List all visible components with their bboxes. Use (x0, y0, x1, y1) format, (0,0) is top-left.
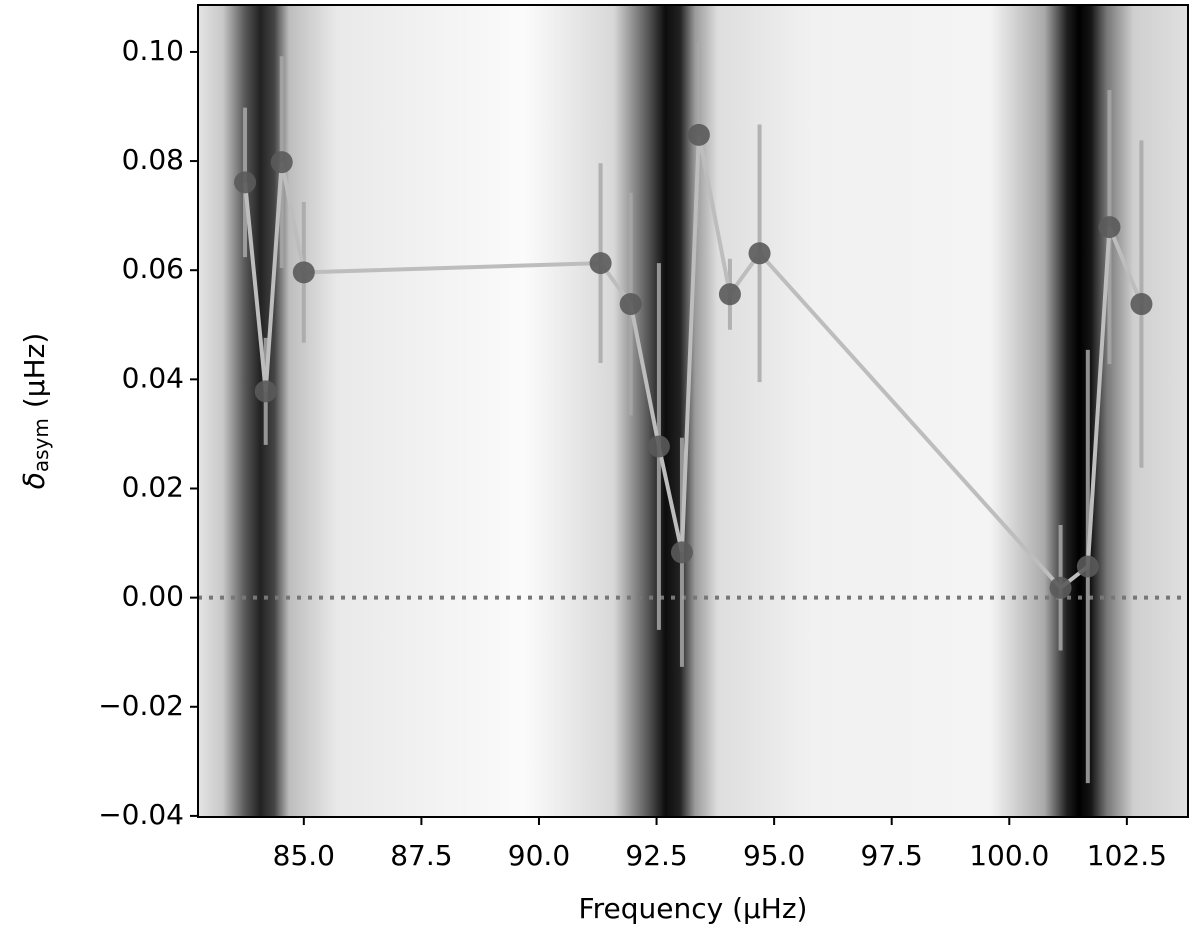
y-label-subscript: asym (29, 418, 53, 472)
data-point (234, 171, 257, 194)
data-point (670, 541, 693, 564)
data-point (254, 380, 277, 403)
data-point (1049, 576, 1072, 599)
y-label-unit: (μHz) (18, 333, 51, 408)
data-point (718, 283, 741, 306)
x-tick-label: 95.0 (743, 839, 805, 872)
data-point (1098, 216, 1121, 239)
x-tick-label: 97.5 (861, 839, 923, 872)
data-point (589, 252, 612, 275)
x-tick-label: 92.5 (625, 839, 687, 872)
data-point (1076, 555, 1099, 578)
y-tick-label: 0.04 (122, 361, 184, 394)
y-tick-label: 0.06 (122, 252, 184, 285)
x-tick-label: 90.0 (508, 839, 570, 872)
x-tick-label: 102.5 (1087, 839, 1167, 872)
axes-frame (197, 4, 1189, 818)
x-tick-label: 87.5 (390, 839, 452, 872)
y-axis-label: δasym (μHz) (18, 333, 53, 490)
y-tick-label: −0.04 (98, 798, 184, 831)
y-label-symbol: δ (18, 472, 51, 489)
data-point (619, 293, 642, 316)
y-tick-label: 0.00 (122, 580, 184, 613)
data-point (687, 123, 710, 146)
y-tick-label: 0.10 (122, 34, 184, 67)
data-point (292, 261, 315, 284)
data-point (748, 242, 771, 265)
data-point (1130, 293, 1153, 316)
y-tick-label: 0.02 (122, 470, 184, 503)
y-tick-label: −0.02 (98, 689, 184, 722)
data-point (270, 151, 293, 174)
x-tick-label: 100.0 (969, 839, 1049, 872)
x-axis-label: Frequency (μHz) (579, 892, 808, 925)
x-tick-label: 85.0 (273, 839, 335, 872)
data-point (647, 435, 670, 458)
y-tick-label: 0.08 (122, 143, 184, 176)
